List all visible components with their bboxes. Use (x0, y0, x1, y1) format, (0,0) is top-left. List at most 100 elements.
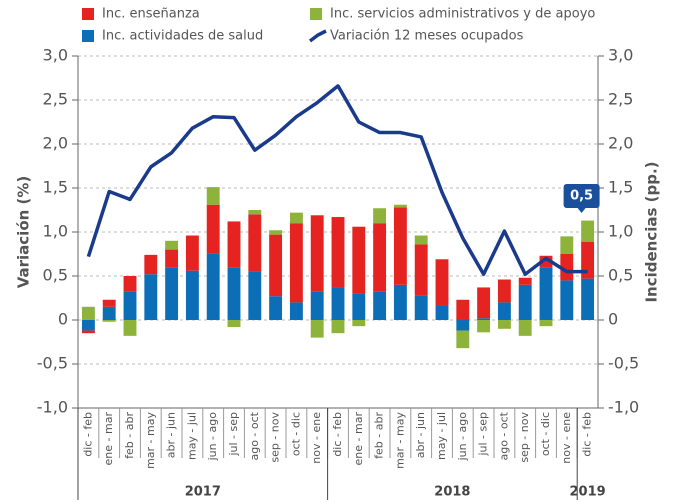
bar-segment (393, 284, 407, 320)
bar-segment (414, 244, 428, 296)
bar-segment (206, 253, 220, 320)
bar-segment (102, 299, 116, 307)
bar-segment (373, 208, 387, 224)
bar-segment (456, 330, 470, 349)
bar-segment (331, 287, 345, 320)
x-tick-label: oct - dic (539, 412, 552, 456)
bar-segment (331, 320, 345, 334)
bar-segment (310, 320, 324, 338)
bar-segment (310, 215, 324, 292)
y-tick-label: 0,5 (43, 266, 68, 285)
y2-tick-label: 3,0 (608, 46, 633, 65)
annotation: 0,5 (570, 189, 593, 204)
bar-segment (165, 267, 179, 320)
bar-segment (206, 204, 220, 254)
x-tick-label: sep - nov (269, 412, 282, 463)
x-tick-label: ago - oct (497, 411, 510, 460)
group-label: 2019 (570, 485, 606, 500)
y2-tick-label: 1,0 (608, 222, 633, 241)
x-tick-label: feb - abr (123, 412, 136, 459)
bar-segment (539, 255, 553, 268)
x-tick-label: nov - ene (310, 412, 323, 464)
y2-tick-label: 0 (608, 310, 618, 329)
y-tick-label: 2,0 (43, 134, 68, 153)
y-tick-label: 3,0 (43, 46, 68, 65)
x-tick-label: abr - jun (165, 412, 178, 458)
bar-segment (123, 320, 137, 336)
line-series (86, 84, 588, 276)
bar-segment (289, 302, 303, 320)
bar-segment (352, 320, 366, 327)
legend-swatch (82, 30, 94, 42)
y-axis-label: Variación (%) (15, 176, 33, 289)
legend-line (308, 29, 327, 43)
bar-segment (477, 287, 491, 319)
x-tick-label: dic - feb (81, 412, 94, 457)
group-label: 2017 (185, 485, 221, 500)
bar-segment (227, 320, 241, 328)
group-label: 2018 (434, 485, 470, 500)
y-tick-label: 1,0 (43, 222, 68, 241)
x-tick-label: nov - ene (560, 412, 573, 464)
y2-tick-label: -0,5 (608, 354, 639, 373)
y-tick-label: 2,5 (43, 90, 68, 109)
y2-tick-label: 0,5 (608, 266, 633, 285)
bar-segment (497, 320, 511, 329)
x-tick-label: may - jul (435, 412, 448, 460)
x-tick-label: dic - feb (331, 412, 344, 457)
bar-segment (560, 236, 574, 254)
bar-segment (331, 217, 345, 288)
bar-segment (393, 207, 407, 285)
y2-tick-label: 2,5 (608, 90, 633, 109)
bar-segment (539, 320, 553, 327)
bar-segment (581, 220, 595, 242)
x-tick-label: ene - mar (352, 412, 365, 466)
x-tick-label: dic - feb (581, 412, 594, 457)
x-tick-label: abr - jun (414, 412, 427, 458)
bar-segment (289, 223, 303, 303)
y-tick-label: -1,0 (37, 398, 68, 417)
y2-tick-label: 1,5 (608, 178, 633, 197)
bar-segment (497, 302, 511, 320)
bar-segment (373, 223, 387, 292)
legend-label: Inc. actividades de salud (102, 29, 263, 44)
bar-segment (414, 235, 428, 245)
bar-segment (456, 320, 470, 331)
bar-segment (477, 320, 491, 333)
bar-segment (373, 291, 387, 320)
bar-segment (248, 271, 262, 320)
bar-segment (456, 299, 470, 320)
bar-segment (518, 277, 532, 285)
x-tick-label: mar - may (144, 412, 157, 469)
bar-segment (352, 293, 366, 320)
bar-segment (185, 235, 199, 271)
x-tick-label: feb - abr (373, 412, 386, 459)
y-tick-label: 1,5 (43, 178, 68, 197)
x-tick-label: jul - sep (227, 412, 240, 457)
legend-label: Inc. enseñanza (102, 7, 200, 22)
bar-segment (248, 210, 262, 215)
bar-segment (560, 254, 574, 281)
bar-segment (81, 320, 95, 331)
annotation-box (563, 184, 600, 213)
bar-segment (414, 295, 428, 320)
y-tick-label: 0 (58, 310, 68, 329)
bar-segment (123, 291, 137, 320)
x-tick-label: mar - may (393, 412, 406, 469)
x-tick-label: jun - ago (456, 412, 469, 462)
bar-segment (81, 330, 95, 334)
y2-tick-label: -1,0 (608, 398, 639, 417)
bar-segment (102, 320, 116, 322)
bar-segment (393, 204, 407, 208)
bar-segment (144, 254, 158, 275)
bar-segment (165, 249, 179, 268)
bar-segment (269, 296, 283, 320)
bar-segment (477, 318, 491, 320)
legend-swatch (310, 8, 322, 20)
x-tick-label: oct - dic (289, 412, 302, 456)
bar-segment (435, 305, 449, 320)
bar-segment (497, 279, 511, 303)
bar-segment (560, 280, 574, 320)
bar-segment (185, 270, 199, 320)
